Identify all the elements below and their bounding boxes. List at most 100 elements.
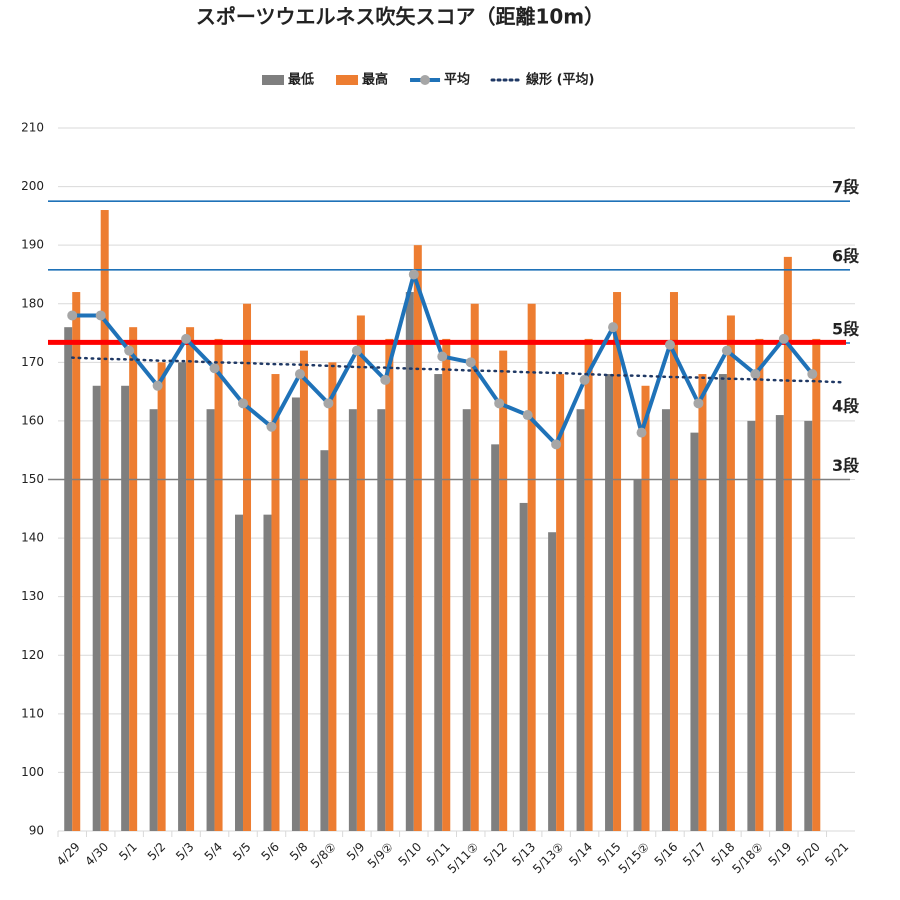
line-marker — [209, 363, 220, 374]
bar — [783, 256, 792, 832]
bar — [470, 303, 479, 831]
bar — [690, 432, 699, 831]
y-tick-label: 100 — [21, 765, 44, 779]
x-tick-label: 4/29 — [54, 840, 83, 869]
bar — [271, 374, 280, 831]
x-tick-label: 5/8② — [308, 840, 339, 871]
x-tick-label: 5/16 — [652, 840, 681, 869]
bar — [356, 315, 365, 831]
bar — [157, 362, 166, 831]
x-tick-label: 5/2 — [145, 840, 169, 864]
line-marker — [323, 398, 334, 409]
x-tick-label: 4/30 — [82, 840, 111, 869]
legend-label: 最低 — [288, 72, 314, 88]
line-marker — [579, 374, 590, 385]
y-tick-label: 170 — [21, 355, 44, 369]
legend-label: 線形 (平均) — [526, 72, 594, 88]
bar — [669, 292, 678, 831]
line-marker — [522, 410, 533, 421]
y-tick-label: 150 — [21, 472, 44, 486]
reference-label: 5段 — [832, 320, 860, 339]
bar — [755, 338, 764, 831]
bar — [434, 374, 443, 831]
y-tick-label: 120 — [21, 648, 44, 662]
legend-label: 平均 — [444, 72, 470, 88]
bar — [442, 338, 451, 831]
x-tick-label: 5/5 — [230, 840, 254, 864]
line-marker — [778, 333, 789, 344]
x-tick-label: 5/6 — [259, 840, 283, 864]
bar — [348, 409, 357, 831]
legend-swatch — [336, 75, 359, 85]
bar — [726, 315, 735, 831]
bar — [72, 292, 81, 831]
bar — [149, 409, 158, 831]
reference-label: 6段 — [832, 246, 860, 265]
bar — [747, 420, 756, 831]
bar — [641, 385, 650, 831]
bar — [320, 450, 329, 831]
bar — [206, 409, 215, 831]
line-marker — [266, 421, 277, 432]
y-tick-label: 130 — [21, 589, 44, 603]
bar — [584, 338, 593, 831]
x-tick-label: 5/21 — [822, 840, 851, 869]
line-marker — [351, 345, 362, 356]
bar — [243, 303, 252, 831]
bar — [291, 397, 300, 831]
bar — [214, 338, 223, 831]
line-marker — [807, 369, 818, 380]
line-marker — [693, 398, 704, 409]
bar — [385, 338, 394, 831]
x-tick-label: 5/9② — [365, 840, 396, 871]
x-tick-label: 5/18② — [729, 840, 766, 877]
x-tick-label: 5/20 — [794, 840, 823, 869]
trend-line — [70, 356, 843, 384]
bar — [775, 415, 784, 831]
bar — [698, 374, 707, 831]
y-tick-label: 180 — [21, 296, 44, 310]
x-tick-label: 5/12 — [481, 840, 510, 869]
legend-swatch — [262, 75, 284, 85]
line-marker — [551, 439, 562, 450]
bar — [405, 292, 414, 831]
line-marker — [238, 398, 249, 409]
bar — [413, 245, 422, 831]
x-tick-label: 5/4 — [202, 840, 226, 864]
x-tick-label: 5/13② — [530, 840, 567, 877]
x-tick-label: 5/1 — [116, 840, 140, 864]
line-marker — [181, 333, 192, 344]
line-marker — [465, 357, 476, 368]
line-marker — [608, 322, 619, 333]
bar — [605, 374, 614, 831]
line-marker — [664, 339, 675, 350]
x-tick-label: 5/8 — [287, 840, 311, 864]
bar — [633, 479, 642, 831]
reference-label: 7段 — [832, 178, 860, 197]
reference-label: 4段 — [832, 396, 860, 415]
bar — [519, 502, 528, 831]
line-marker — [152, 380, 163, 391]
x-tick-label: 5/11② — [445, 840, 482, 877]
y-tick-label: 160 — [21, 413, 44, 427]
bar — [186, 327, 195, 831]
line-marker — [437, 351, 448, 362]
bar — [178, 362, 187, 831]
bar — [235, 514, 244, 831]
y-tick-label: 90 — [29, 824, 44, 838]
bar — [661, 409, 670, 831]
line-marker — [750, 369, 761, 380]
line-marker — [294, 369, 305, 380]
bar — [64, 327, 73, 831]
x-tick-label: 5/17 — [680, 840, 709, 869]
line-marker — [494, 398, 505, 409]
bar — [499, 350, 508, 831]
bar — [299, 350, 308, 831]
bar — [328, 362, 337, 831]
y-tick-label: 190 — [21, 238, 44, 252]
legend-swatch — [420, 75, 431, 85]
bar — [92, 385, 101, 831]
y-tick-label: 200 — [21, 179, 44, 193]
line-marker — [721, 345, 732, 356]
